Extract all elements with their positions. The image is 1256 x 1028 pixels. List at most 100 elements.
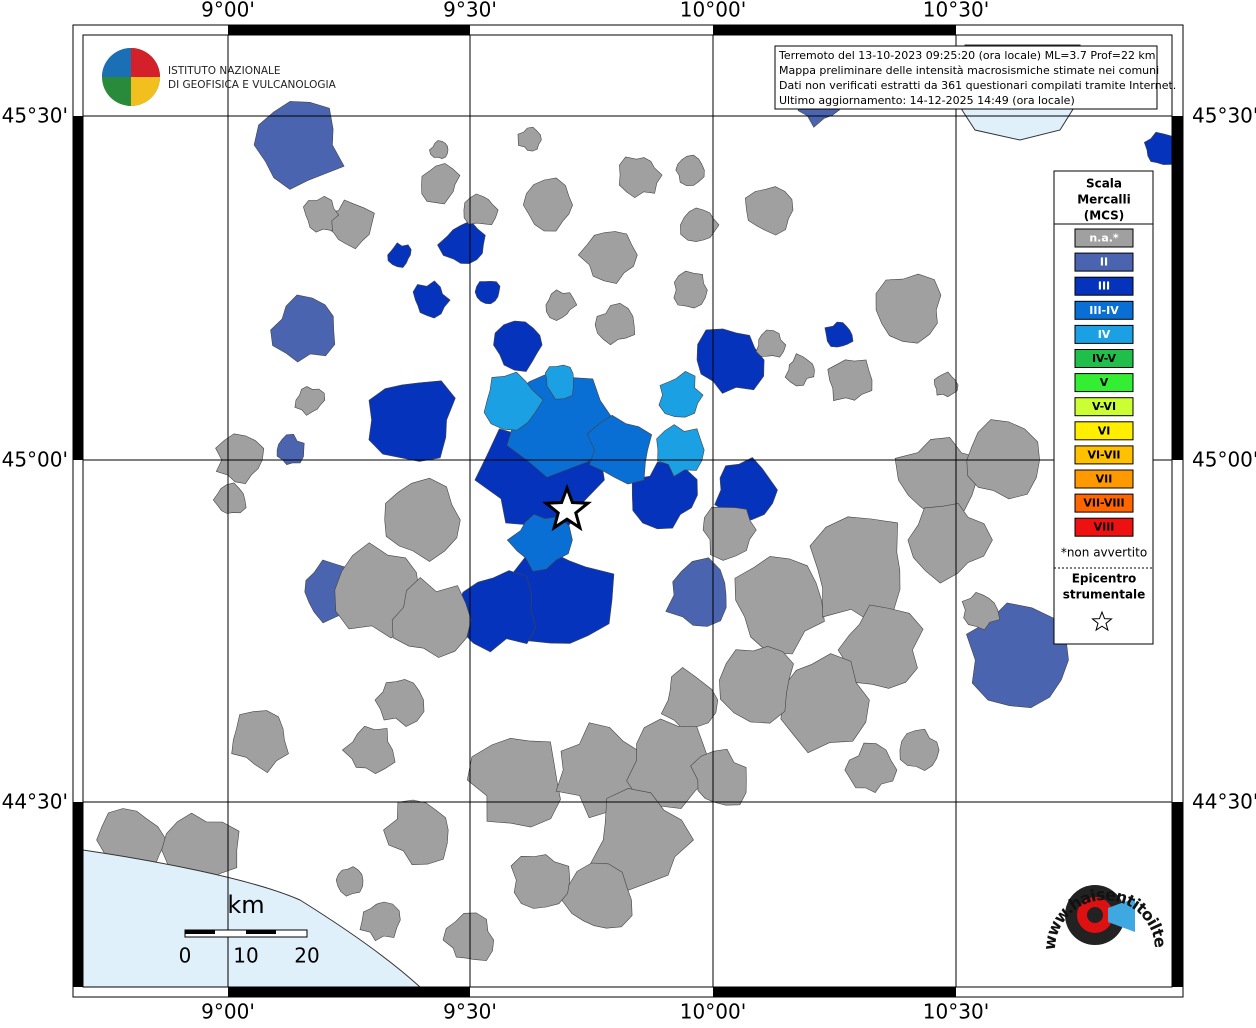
legend-swatch xyxy=(1074,517,1134,537)
logo-text: ISTITUTO NAZIONALE xyxy=(168,65,281,77)
municipality xyxy=(844,742,898,793)
frame-bar xyxy=(713,987,956,997)
municipality xyxy=(387,242,412,268)
frame-bar xyxy=(1172,802,1183,987)
municipality xyxy=(466,737,561,828)
frame-inner xyxy=(82,34,1173,988)
info-box-frame xyxy=(774,45,1158,110)
frame-bar xyxy=(73,802,83,987)
municipality xyxy=(714,457,778,524)
legend-epicenter: Epicentro xyxy=(1072,572,1137,586)
legend-note: *non avvertito xyxy=(1061,546,1147,560)
legend-label: VI-VII xyxy=(1087,448,1120,461)
grid-label: 9°00' xyxy=(201,0,255,22)
legend-label: VIII xyxy=(1094,521,1115,534)
municipality xyxy=(368,380,456,462)
municipality xyxy=(961,592,1001,631)
municipality xyxy=(755,329,787,358)
grid-label: 9°00' xyxy=(201,1000,255,1024)
municipality xyxy=(734,556,825,655)
municipality xyxy=(474,280,501,305)
legend-label: III-IV xyxy=(1089,304,1119,317)
sea xyxy=(82,849,422,988)
legend-swatch xyxy=(1074,421,1134,441)
legend-label: IV-V xyxy=(1092,352,1117,365)
info-line: Terremoto del 13-10-2023 09:25:20 (ora l… xyxy=(778,49,1156,62)
logo-segment xyxy=(131,48,160,77)
legend-swatch xyxy=(1074,324,1134,344)
municipality xyxy=(675,154,705,186)
municipality xyxy=(784,353,815,387)
grid-label: 10°30' xyxy=(923,0,989,22)
municipality xyxy=(303,195,340,233)
legend-label: V-VI xyxy=(1092,400,1116,413)
legend-label: V xyxy=(1100,376,1109,389)
legend-swatch xyxy=(1074,228,1134,248)
info-box: Terremoto del 13-10-2023 09:25:20 (ora l… xyxy=(774,45,1176,110)
legend-label: III xyxy=(1098,280,1110,293)
municipality xyxy=(483,371,544,431)
municipality xyxy=(899,728,940,771)
scale-bar-seg xyxy=(185,930,215,934)
scale-label: 10 xyxy=(233,944,258,968)
grid-label: 44°30' xyxy=(1192,790,1256,814)
legend-label: VI xyxy=(1098,424,1111,437)
legend-title: (MCS) xyxy=(1084,209,1125,223)
legend-swatch xyxy=(1074,349,1134,368)
grid-label: 45°30' xyxy=(1192,104,1256,128)
municipality xyxy=(594,302,636,346)
municipality xyxy=(493,320,543,372)
legend-swatch xyxy=(1074,252,1134,272)
municipality xyxy=(827,359,873,401)
legend-epicenter: strumentale xyxy=(1063,588,1146,602)
municipality xyxy=(665,557,727,627)
municipality xyxy=(586,414,653,485)
municipality xyxy=(544,364,574,400)
municipality xyxy=(837,604,924,689)
legend-swatch xyxy=(1074,300,1134,320)
municipality xyxy=(212,482,247,514)
municipality xyxy=(719,645,794,724)
grid-label: 44°30' xyxy=(2,790,68,814)
municipality xyxy=(809,516,901,624)
legend-label: VII-VIII xyxy=(1083,497,1124,510)
municipality xyxy=(744,186,794,236)
municipality xyxy=(690,748,747,806)
legend-title: Mercalli xyxy=(1077,193,1131,207)
info-line: Mappa preliminare delle intensità macros… xyxy=(779,64,1159,77)
logo-cone xyxy=(1108,898,1135,932)
municipality xyxy=(253,101,345,190)
municipality xyxy=(510,854,571,909)
scale-bar: km 0 10 20 xyxy=(179,891,320,968)
grid-label: 9°30' xyxy=(443,0,497,22)
legend-label: n.a.* xyxy=(1089,232,1119,245)
legend-title: Scala xyxy=(1086,177,1122,191)
frame-outer xyxy=(72,24,1184,998)
grid-label: 45°00' xyxy=(1192,448,1256,472)
municipality xyxy=(383,799,449,866)
municipality xyxy=(933,371,959,398)
municipality xyxy=(341,725,396,775)
ingv-logo: ISTITUTO NAZIONALE DI GEOFISICA E VULCAN… xyxy=(102,48,337,106)
municipality xyxy=(442,912,495,961)
municipality xyxy=(276,433,305,466)
info-line: Ultimo aggiornamento: 14-12-2025 14:49 (… xyxy=(779,94,1075,107)
municipality xyxy=(673,270,708,309)
legend: Scala Mercalli (MCS) *non avvertito Epic… xyxy=(1053,170,1154,645)
frame-bar xyxy=(1172,116,1183,460)
legend-label: VII xyxy=(1096,473,1113,486)
logo-text: DI GEOFISICA E VULCANOLOGIA xyxy=(168,79,337,91)
legend-label: II xyxy=(1100,256,1108,269)
scale-unit: km xyxy=(227,891,264,919)
municipality xyxy=(660,667,719,730)
frame-bar xyxy=(228,25,470,35)
municipality xyxy=(522,177,573,232)
legend-swatch xyxy=(1074,445,1134,465)
info-line: Dati non verificati estratti da 361 ques… xyxy=(779,79,1176,92)
municipality xyxy=(680,207,720,242)
municipality xyxy=(696,328,765,394)
municipality xyxy=(656,424,705,477)
frame-bar xyxy=(73,116,83,460)
